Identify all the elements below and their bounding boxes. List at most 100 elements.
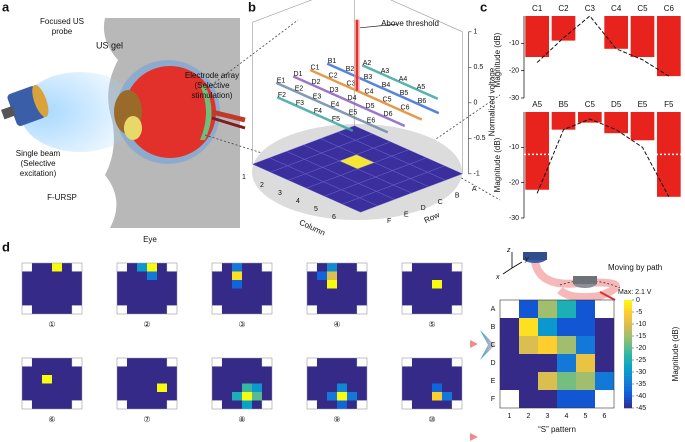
map-cell — [222, 263, 232, 272]
map-cell — [307, 271, 317, 280]
probe-label: Focused US — [40, 17, 84, 26]
map-cell — [222, 280, 232, 289]
colorbar-segment — [624, 332, 632, 336]
map-cell — [22, 375, 32, 384]
map-cell — [32, 383, 42, 392]
map-cell — [147, 375, 157, 384]
map-cell — [402, 280, 412, 289]
colorbar-segment — [624, 327, 632, 330]
colorbar-segment — [624, 348, 632, 352]
map-cell — [21, 357, 33, 367]
column-tick-label: 6 — [332, 214, 336, 221]
map-cell — [42, 263, 52, 272]
map-cell — [337, 375, 347, 384]
y-tick-label: -20 — [509, 68, 519, 75]
map-cell — [422, 288, 432, 297]
map-cell — [347, 366, 357, 375]
electrode-label: E4 — [331, 101, 340, 108]
map-cell — [432, 383, 442, 392]
heatmap-cell — [595, 372, 614, 390]
map-cell — [232, 305, 242, 314]
map-cell — [252, 305, 262, 314]
map-cell — [62, 263, 72, 272]
electrode-label: D3 — [330, 87, 339, 94]
map-cell — [242, 305, 252, 314]
map-cell — [347, 400, 357, 409]
colorbar-segment — [624, 364, 632, 368]
map-cell — [402, 297, 412, 306]
colorbar-segment — [624, 394, 632, 398]
colorbar-segment — [624, 321, 632, 325]
map-cell — [71, 262, 83, 272]
map-cell — [147, 263, 157, 272]
map-cell — [317, 383, 327, 392]
map-cell — [212, 383, 222, 392]
map-cell — [42, 288, 52, 297]
map-cell — [412, 383, 422, 392]
map-cell — [62, 271, 72, 280]
map-cell — [347, 375, 357, 384]
map-cell — [157, 297, 167, 306]
map-cell — [451, 305, 463, 315]
electrode-label: C3 — [347, 81, 356, 88]
map-cell — [412, 263, 422, 272]
y-tick-label: -20 — [509, 180, 519, 187]
heatmap-cell — [595, 336, 614, 354]
map-cell — [262, 297, 272, 306]
map-cell — [117, 297, 127, 306]
map-cell — [52, 358, 62, 367]
map-cell — [32, 392, 42, 401]
electrode-label: C5 — [383, 97, 392, 104]
map-cell — [212, 280, 222, 289]
map-cell — [127, 297, 137, 306]
map-cell — [337, 383, 347, 392]
map-cell — [127, 383, 137, 392]
floor-cell — [341, 197, 379, 213]
map-cell — [166, 262, 178, 272]
map-cell — [327, 400, 337, 409]
col-label: 5 — [584, 413, 588, 420]
map-cell — [117, 280, 127, 289]
map-cell — [222, 375, 232, 384]
map-cell — [232, 375, 242, 384]
map-cell — [337, 280, 347, 289]
map-cell — [422, 400, 432, 409]
map-cell — [52, 280, 62, 289]
annotation: Above threshold — [381, 19, 439, 28]
col-label: 2 — [527, 413, 531, 420]
map-cell — [317, 400, 327, 409]
map-cell — [422, 263, 432, 272]
colorbar-tick-label: -45 — [636, 405, 646, 412]
map-cell — [401, 400, 413, 410]
map-cell — [252, 366, 262, 375]
heatmap-cell — [519, 336, 538, 354]
map-cell — [157, 280, 167, 289]
map-cell — [242, 400, 252, 409]
map-cell — [442, 280, 452, 289]
electrode-line — [292, 75, 406, 128]
row-tick-label: F — [387, 218, 391, 225]
column-tick-label: 1 — [242, 174, 246, 181]
y-tick-label: -30 — [509, 215, 519, 222]
electrode-label: F4 — [314, 108, 322, 115]
map-cell — [52, 366, 62, 375]
electrode-label: C2 — [329, 73, 338, 80]
map-cell — [52, 392, 62, 401]
map-cell — [232, 383, 242, 392]
map-cell — [261, 400, 273, 410]
electrode-label: D5 — [366, 103, 375, 110]
map-cell — [357, 288, 367, 297]
map-cell — [357, 366, 367, 375]
map-cell — [412, 280, 422, 289]
map-cell — [232, 288, 242, 297]
row-label: E — [491, 378, 496, 385]
map-cell — [157, 263, 167, 272]
heatmap-cell — [500, 336, 519, 354]
map-cell — [211, 400, 223, 410]
map-cell — [252, 375, 262, 384]
box-edge — [390, 0, 463, 33]
map-cell — [42, 375, 52, 384]
map-cell — [356, 400, 368, 410]
map-cell — [262, 375, 272, 384]
row-tick-label: A — [472, 186, 477, 193]
